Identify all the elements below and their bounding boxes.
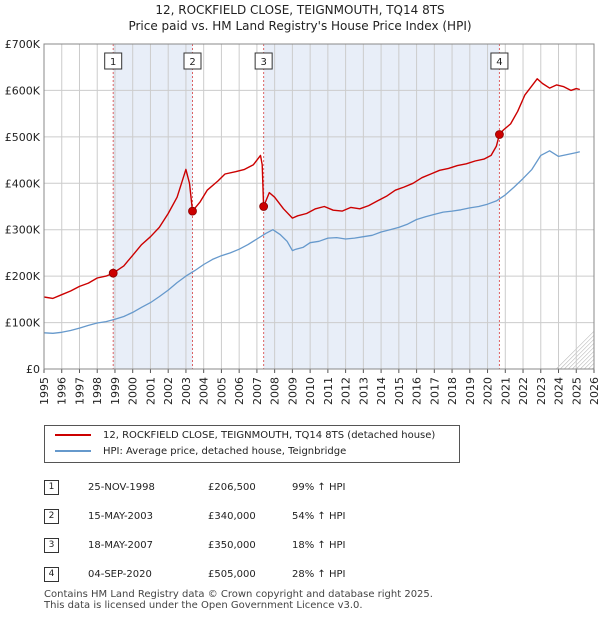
- x-tick-label: 1999: [109, 377, 122, 405]
- x-tick-label: 2001: [144, 377, 157, 405]
- x-tick-label: 2023: [535, 377, 548, 405]
- sale-label-text: 3: [260, 57, 266, 68]
- footer-copyright: Contains HM Land Registry data © Crown c…: [44, 589, 433, 600]
- x-tick-label: 2014: [375, 377, 388, 405]
- footer: Contains HM Land Registry data © Crown c…: [44, 589, 433, 611]
- price-chart: £0 £100K £200K £300K £400K £500K £600K £700K 19…: [5, 38, 600, 405]
- y-tick-label: £200K: [5, 270, 41, 283]
- x-tick-label: 2015: [393, 377, 406, 405]
- x-tick-label: 2010: [304, 377, 317, 405]
- x-tick-label: 1998: [91, 377, 104, 405]
- x-tick-label: 2020: [482, 377, 495, 405]
- chart-subtitle: Price paid vs. HM Land Registry's House …: [128, 19, 472, 33]
- x-tick-label: 2026: [588, 377, 600, 405]
- x-tick-label: 2000: [127, 377, 140, 405]
- hpi-line: [43, 150, 580, 334]
- plot-frame: [43, 43, 595, 370]
- shaded-period: [113, 44, 193, 369]
- x-tick-label: 2008: [269, 377, 282, 405]
- legend: 12, ROCKFIELD CLOSE, TEIGNMOUTH, TQ14 8T…: [44, 425, 460, 463]
- shaded-period: [576, 44, 594, 369]
- chart-title: 12, ROCKFIELD CLOSE, TEIGNMOUTH, TQ14 8T…: [155, 3, 445, 17]
- x-axis-ticks: 1995 1996 1997 1998 1999 2000 2001 2002 2003 2004…: [38, 369, 600, 405]
- x-tick-label: 2013: [357, 377, 370, 405]
- x-tick-label: 2019: [464, 377, 477, 405]
- table-row: 3 18-MAY-2007 £350,000 18% ↑ HPI: [44, 531, 345, 560]
- x-tick-label: 2025: [570, 377, 583, 405]
- legend-hpi-swatch: [55, 450, 91, 452]
- sale-label-text: 4: [496, 57, 502, 68]
- transaction-date: 04-SEP-2020: [88, 569, 152, 580]
- y-axis-ticks: £0 £100K £200K £300K £400K £500K £600K £700K: [5, 38, 41, 376]
- sale-point: [495, 130, 504, 139]
- transaction-hpi: 54% ↑ HPI: [292, 511, 346, 522]
- x-tick-label: 2022: [517, 377, 530, 405]
- sale-labels: 1 2 3 4: [104, 52, 509, 70]
- transaction-price: £206,500: [208, 482, 256, 493]
- transaction-price: £505,000: [208, 569, 256, 580]
- x-tick-label: 2007: [251, 377, 264, 405]
- sale-label-box: [490, 52, 509, 70]
- x-tick-label: 1996: [56, 377, 69, 405]
- x-tick-label: 1997: [73, 377, 86, 405]
- transaction-price: £340,000: [208, 511, 256, 522]
- x-tick-label: 2016: [411, 377, 424, 405]
- transactions-table: 1 25-NOV-1998 £206,500 99% ↑ HPI 2 15-MA…: [44, 473, 345, 589]
- y-tick-label: £0: [26, 363, 40, 376]
- legend-item-hpi: HPI: Average price, detached house, Teig…: [55, 444, 346, 460]
- y-tick-label: £400K: [5, 177, 41, 190]
- x-tick-label: 2002: [162, 377, 175, 405]
- table-row: 4 04-SEP-2020 £505,000 28% ↑ HPI: [44, 560, 345, 589]
- y-tick-label: £600K: [5, 84, 41, 97]
- shaded-periods: [113, 44, 600, 369]
- table-row: 1 25-NOV-1998 £206,500 99% ↑ HPI: [44, 473, 345, 502]
- y-tick-label: £100K: [5, 317, 41, 330]
- x-tick-label: 2003: [180, 377, 193, 405]
- transaction-price: £350,000: [208, 540, 256, 551]
- legend-property-label: 12, ROCKFIELD CLOSE, TEIGNMOUTH, TQ14 8T…: [103, 430, 436, 441]
- x-tick-label: 2012: [340, 377, 353, 405]
- transaction-number: 1: [44, 480, 59, 495]
- sale-label-text: 1: [110, 57, 116, 68]
- y-tick-label: £700K: [5, 38, 41, 51]
- x-tick-label: 2017: [428, 377, 441, 405]
- property-price-line: [43, 78, 580, 300]
- sale-point: [259, 202, 269, 211]
- legend-item-property: 12, ROCKFIELD CLOSE, TEIGNMOUTH, TQ14 8T…: [55, 428, 435, 444]
- sale-label-text: 2: [189, 57, 195, 68]
- x-tick-label: 2004: [198, 377, 211, 405]
- sale-points: [108, 130, 504, 278]
- x-tick-label: 2011: [322, 377, 335, 405]
- series-lines: [43, 78, 580, 334]
- sale-point: [188, 206, 197, 216]
- y-tick-label: £500K: [5, 131, 41, 144]
- x-tick-label: 2021: [499, 377, 512, 405]
- legend-property-swatch: [55, 434, 91, 436]
- x-tick-label: 2006: [233, 377, 246, 405]
- sale-label-box: [104, 52, 123, 70]
- legend-hpi-label: HPI: Average price, detached house, Teig…: [103, 446, 347, 457]
- x-tick-label: 2024: [553, 377, 566, 405]
- x-tick-label: 2018: [446, 377, 459, 405]
- transaction-date: 15-MAY-2003: [88, 511, 154, 522]
- transaction-date: 18-MAY-2007: [88, 540, 154, 551]
- transaction-number: 4: [44, 567, 59, 582]
- x-tick-label: 1995: [38, 377, 51, 405]
- x-tick-label: 2009: [286, 377, 299, 405]
- sale-label-box: [183, 52, 202, 70]
- transaction-date: 25-NOV-1998: [88, 482, 155, 493]
- footer-licence: This data is licensed under the Open Gov…: [44, 600, 363, 611]
- transaction-hpi: 99% ↑ HPI: [292, 482, 346, 493]
- transaction-number: 2: [44, 509, 59, 524]
- y-tick-label: £300K: [5, 224, 41, 237]
- sale-label-box: [254, 52, 273, 70]
- transaction-number: 3: [44, 538, 59, 553]
- sale-point: [108, 268, 118, 278]
- forecast-hatch: [596, 44, 600, 369]
- transaction-hpi: 28% ↑ HPI: [292, 569, 346, 580]
- table-row: 2 15-MAY-2003 £340,000 54% ↑ HPI: [44, 502, 345, 531]
- x-tick-label: 2005: [215, 377, 228, 405]
- transaction-hpi: 18% ↑ HPI: [292, 540, 346, 551]
